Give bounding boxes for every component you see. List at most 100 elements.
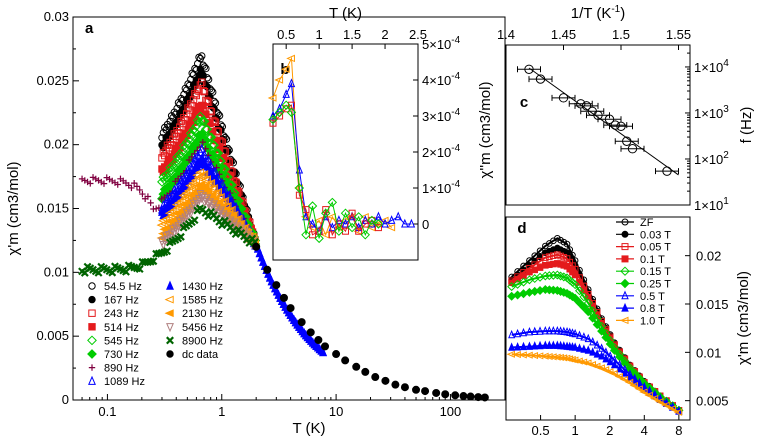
d-legend-label: 0.15 T xyxy=(640,266,671,278)
a-point xyxy=(201,160,210,170)
a-point xyxy=(204,212,213,221)
a-xtick-label: 100 xyxy=(440,404,462,419)
a-dc-point xyxy=(381,376,390,385)
a-point xyxy=(218,221,226,230)
a-point xyxy=(205,179,216,187)
a-point xyxy=(172,152,182,163)
d-point xyxy=(542,254,549,261)
c-ytick-label: 1×101 xyxy=(694,196,729,213)
d-point xyxy=(605,368,614,376)
a-point xyxy=(211,166,220,176)
d-point xyxy=(519,289,529,299)
d-point xyxy=(593,340,601,349)
c-errorbar xyxy=(551,94,576,101)
c-errorbar xyxy=(528,76,553,83)
b-point xyxy=(373,220,382,228)
b-xtick-label: 2 xyxy=(381,27,388,42)
b-point xyxy=(394,211,402,221)
a-point xyxy=(223,209,233,218)
a-point xyxy=(202,110,210,119)
a-point xyxy=(203,188,213,196)
b-ytick-label: 3×10-4 xyxy=(422,107,461,124)
a-dc-point xyxy=(441,390,450,399)
b-point xyxy=(353,212,364,222)
c-errorbar xyxy=(655,168,679,175)
d-point xyxy=(602,354,610,363)
legend-label: 1089 Hz xyxy=(104,376,145,388)
d-legend-marker xyxy=(621,290,629,300)
c-ytick-label: 1×104 xyxy=(694,58,729,75)
d-ytick-label: 0.01 xyxy=(696,345,721,360)
b-point xyxy=(340,208,351,218)
d-ytick-label: 0.015 xyxy=(696,297,729,312)
a-point xyxy=(219,196,229,205)
c-ylabel: χ''m (cm3/mol) xyxy=(477,82,494,179)
c-panel-letter: c xyxy=(520,94,528,111)
d-point xyxy=(560,326,568,336)
c-errorbar xyxy=(620,145,645,152)
d-point xyxy=(634,385,643,393)
c-point xyxy=(622,136,632,146)
b-point xyxy=(267,94,277,102)
c-point xyxy=(616,121,626,131)
a-point xyxy=(207,140,218,150)
a-point xyxy=(196,116,207,127)
b-point xyxy=(307,201,318,211)
d-point xyxy=(621,368,629,377)
a-point xyxy=(169,162,180,173)
d-legend-label: ZF xyxy=(640,217,654,229)
d-point xyxy=(552,270,562,280)
a-point xyxy=(174,149,185,160)
a-point xyxy=(165,162,176,173)
d-legend-marker xyxy=(621,255,629,263)
b-point xyxy=(320,231,330,239)
legend-label: 243 Hz xyxy=(104,308,139,320)
legend-marker xyxy=(88,323,96,331)
d-point xyxy=(601,333,611,343)
legend-label: 890 Hz xyxy=(104,363,139,375)
legend-label: 8900 Hz xyxy=(182,335,223,347)
b-point xyxy=(360,230,370,240)
d-legend-marker xyxy=(620,266,630,276)
d-point xyxy=(589,336,597,346)
b-point xyxy=(327,197,338,208)
c-errorbar xyxy=(609,123,633,130)
b-point xyxy=(268,114,278,125)
legend-marker xyxy=(88,282,96,290)
a-dc-point xyxy=(412,385,421,394)
a-point xyxy=(199,154,208,164)
b-point xyxy=(373,219,384,229)
d-point xyxy=(558,354,568,362)
panel-c-frame xyxy=(505,44,691,206)
d-point xyxy=(624,378,634,386)
c-xtick-label: 1.45 xyxy=(551,27,576,42)
d-point xyxy=(587,361,596,369)
a-point xyxy=(196,172,206,181)
a-point xyxy=(200,183,210,192)
b-point xyxy=(314,233,324,244)
b-xlabel: T (K) xyxy=(329,5,362,22)
d-ytick-label: 0.005 xyxy=(696,394,729,409)
b-point xyxy=(341,218,350,228)
d-point xyxy=(531,326,539,336)
b-point xyxy=(401,218,409,228)
b-ytick-label: 2×10-4 xyxy=(422,143,461,160)
c-errorbar xyxy=(574,102,599,109)
legend-label: 730 Hz xyxy=(104,349,139,361)
b-point xyxy=(280,65,290,73)
a-point xyxy=(136,186,143,194)
d-point xyxy=(575,298,585,308)
d-point xyxy=(584,293,592,301)
d-point xyxy=(583,298,593,308)
b-xtick-label: 1 xyxy=(316,27,323,42)
d-point xyxy=(570,293,580,303)
d-legend-marker xyxy=(621,218,629,226)
a-point xyxy=(213,148,224,159)
legend-marker xyxy=(88,295,96,304)
a-point xyxy=(163,167,174,178)
d-point xyxy=(546,253,553,260)
d-point xyxy=(609,370,618,378)
a-point xyxy=(198,52,206,60)
